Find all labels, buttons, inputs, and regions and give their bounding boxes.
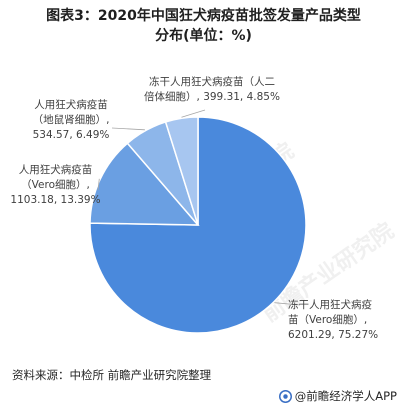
slice-label-line: 人用狂犬病疫苗: [18, 164, 93, 176]
slice-label-line: （Vero细胞）,: [21, 179, 90, 191]
brand-text: @前瞻经济学人APP: [294, 389, 397, 403]
slice-label-line: 冻干人用狂犬病疫苗（人二: [149, 76, 275, 88]
slice-label-line: 1103.18, 13.39%: [10, 194, 101, 206]
pie-slice-vero-freeze-dried: [89, 116, 307, 334]
leader-line: [274, 302, 301, 306]
leader-line: [97, 178, 100, 191]
chart-title: 图表3：2020年中国狂犬病疫苗批签发量产品类型 分布(单位：%): [0, 6, 407, 46]
slice-label-hamster-kidney: 人用狂犬病疫苗 （地鼠肾细胞）, 534.57, 6.49%: [28, 98, 114, 143]
leader-lines: [97, 109, 301, 306]
chart-title-line-2: 分布(单位：%): [155, 28, 252, 44]
slice-label-line: 倍体细胞）, 399.31, 4.85%: [144, 91, 280, 103]
chart-title-line-1: 图表3：2020年中国狂犬病疫苗批签发量产品类型: [46, 8, 361, 24]
slice-label-line: 6201.29, 75.27%: [288, 329, 379, 341]
slice-label-line: （地鼠肾细胞）,: [32, 114, 110, 126]
slice-label-line: 人用狂犬病疫苗: [34, 99, 108, 111]
brand-logo-icon: [278, 389, 292, 403]
slice-label-line: 冻干人用狂犬病疫: [288, 299, 372, 311]
slice-label-vero: 人用狂犬病疫苗 （Vero细胞）, 1103.18, 13.39%: [8, 163, 103, 208]
pie-slice-human-diploid: [164, 116, 199, 226]
leader-line: [111, 127, 145, 131]
source-note: 资料来源：中检所 前瞻产业研究院整理: [12, 368, 212, 382]
pie-slice-vero: [89, 142, 200, 226]
slice-label-vero-freeze-dried: 冻干人用狂犬病疫 苗（Vero细胞）, 6201.29, 75.27%: [288, 298, 378, 343]
slice-label-human-diploid: 冻干人用狂犬病疫苗（人二 倍体细胞）, 399.31, 4.85%: [132, 75, 292, 105]
pie-slices: [89, 116, 307, 334]
brand-credit: @前瞻经济学人APP: [278, 388, 397, 404]
slice-label-line: 苗（Vero细胞）,: [288, 314, 368, 326]
leader-line: [181, 109, 206, 118]
slice-label-line: 534.57, 6.49%: [32, 129, 110, 141]
